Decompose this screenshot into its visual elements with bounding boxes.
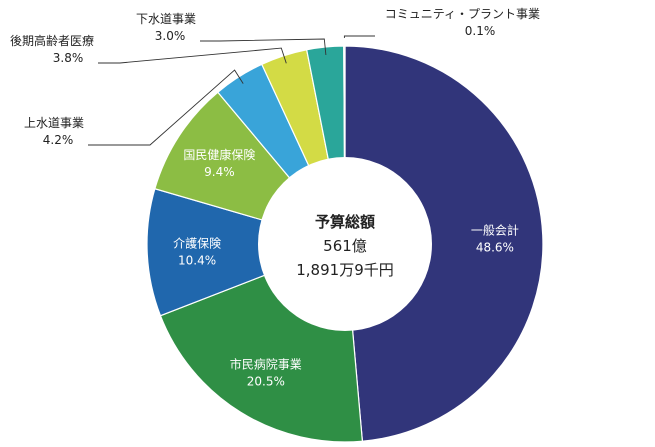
slice-value-label: 4.2%	[43, 133, 74, 147]
center-title: 予算総額	[315, 213, 375, 231]
slice-value-label: 48.6%	[476, 240, 514, 254]
slice-name-label: 下水道事業	[136, 12, 196, 26]
slice-name-label: 国民健康保険	[183, 147, 255, 162]
slice-name-label: 上水道事業	[24, 116, 84, 130]
leader-line	[88, 69, 244, 146]
donut-hole	[258, 157, 432, 331]
leader-lines	[88, 35, 375, 146]
center-amount-man: 1,891万9千円	[296, 261, 394, 279]
slice-3	[146, 188, 347, 317]
slice-value-label: 9.4%	[204, 165, 235, 179]
slice-name-label: 一般会計	[471, 222, 519, 237]
slice-value-label: 20.5%	[247, 374, 285, 388]
slice-value-label: 3.8%	[53, 51, 84, 65]
leader-line	[343, 35, 375, 38]
leader-line	[200, 38, 327, 56]
slice-value-label: 10.4%	[178, 254, 216, 268]
center-amount-oku: 561億	[323, 237, 367, 255]
slice-1	[344, 45, 544, 442]
slice-name-label: コミュニティ・プラント事業	[385, 7, 540, 21]
slice-labels: 一般会計 48.6% 市民病院事業 20.5% 介護保険 10.4% 国民健康保険 9.4% 上…	[10, 7, 540, 388]
leader-line	[98, 47, 287, 64]
slice-name-label: 介護保険	[173, 236, 221, 251]
slice-value-label: 3.0%	[155, 29, 186, 43]
slice-name-label: 市民病院事業	[230, 356, 302, 371]
slice-name-label: 後期高齢者医療	[10, 33, 94, 48]
slice-value-label: 0.1%	[465, 24, 496, 38]
